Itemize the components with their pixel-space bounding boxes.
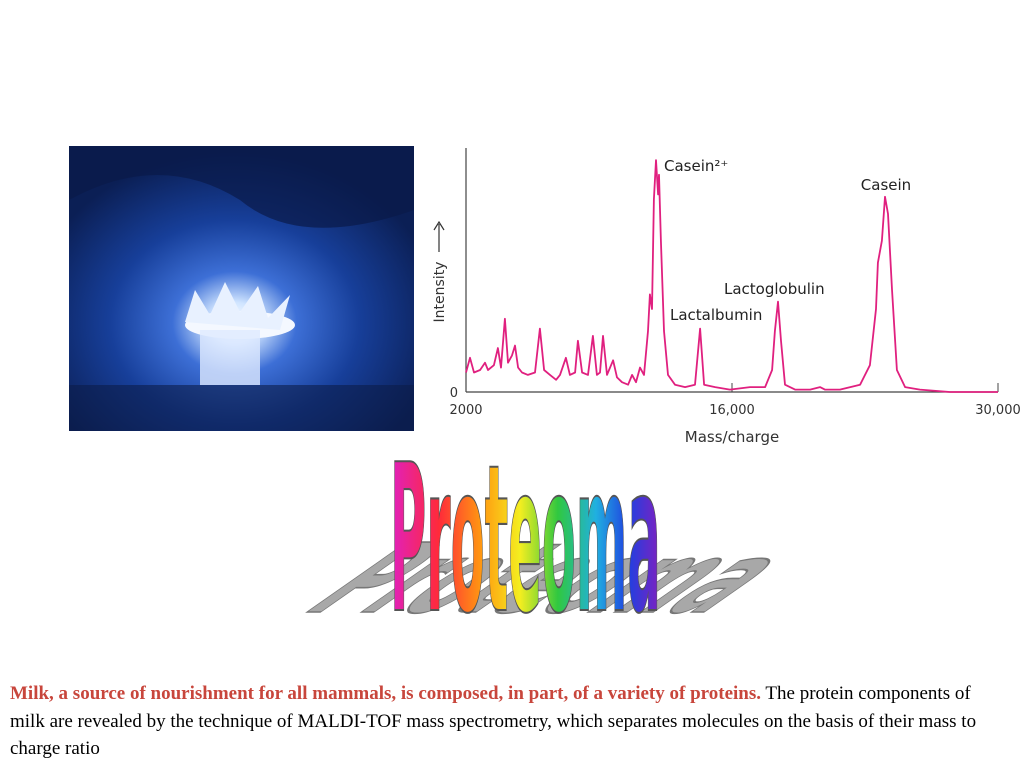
x-axis-label: Mass/charge [685, 428, 779, 446]
caption-highlight: Milk, a source of nourishment for all ma… [10, 683, 761, 704]
spectrum-line [465, 159, 998, 393]
wordart: Proteoma Proteoma [267, 421, 838, 659]
caption-text: The protein components of milk are revea… [10, 683, 977, 759]
y-axis-label: Intensity [432, 262, 448, 323]
wordart-text: Proteoma [390, 422, 661, 659]
x-tick-label: 30,000 [975, 403, 1021, 418]
y-axis-arrow [433, 220, 445, 252]
peak-label: Casein [861, 176, 911, 194]
x-tick-label: 2000 [449, 403, 482, 418]
milk-photo [69, 146, 414, 431]
chart: 2000 16,000 30,000 0 Mass/charge Intensity Cas… [432, 148, 1021, 446]
x-tick-label: 16,000 [709, 403, 755, 418]
peak-label: Casein²⁺ [664, 157, 728, 175]
y-tick-label: 0 [450, 386, 458, 401]
caption: Milk, a source of nourishment for all ma… [10, 680, 1010, 763]
wordart-shadow: Proteoma [267, 523, 837, 635]
peak-label: Lactoglobulin [724, 280, 825, 298]
peak-label: Lactalbumin [670, 306, 762, 324]
slide-canvas: Proteoma Proteoma 2000 16,000 30,000 0 Mass/… [69, 146, 1021, 660]
